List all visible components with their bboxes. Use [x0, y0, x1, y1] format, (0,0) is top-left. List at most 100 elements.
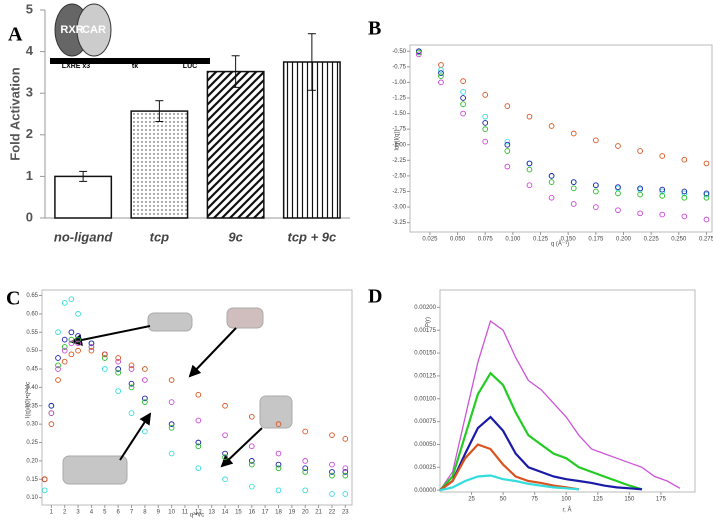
data-point [115, 366, 122, 372]
y-tick-label: 2 [26, 126, 33, 141]
data-point [222, 450, 228, 457]
y-axis-label: log(I(q)) [395, 129, 401, 150]
y-tick-label: 0.00125 [414, 373, 436, 379]
y-tick-label: -2.50 [392, 173, 406, 179]
x-tick-label: 22 [329, 510, 336, 516]
data-point [222, 402, 228, 409]
data-point [438, 70, 444, 76]
data-point [438, 62, 444, 68]
y-tick-label: 5 [26, 1, 33, 16]
data-point [128, 380, 135, 387]
data-point [222, 432, 228, 439]
data-point [703, 194, 710, 201]
y-tick-label: 0.45 [26, 367, 38, 373]
arrow [70, 325, 151, 346]
line-series [439, 415, 643, 492]
data-point [302, 465, 309, 472]
x-tick-label: 0.050 [450, 237, 466, 243]
data-point [329, 432, 335, 439]
x-axis-label: q²•Vc [190, 513, 204, 519]
data-point [460, 110, 466, 117]
plot-frame [439, 289, 696, 493]
x-tick-label: 16 [248, 510, 255, 516]
data-point [615, 207, 621, 214]
x-tick-label: 0.025 [422, 237, 438, 243]
data-point [115, 358, 122, 365]
data-point [168, 421, 175, 427]
structure-image [259, 395, 293, 429]
inset-shape [50, 58, 210, 64]
data-point [570, 185, 577, 192]
data-point [61, 336, 68, 343]
data-point [101, 366, 108, 372]
data-point [195, 443, 202, 450]
data-point [329, 491, 335, 497]
data-point [570, 130, 577, 137]
data-point [482, 126, 489, 132]
data-point [681, 194, 688, 201]
error-bar [155, 100, 164, 122]
data-point [61, 347, 68, 354]
data-point [637, 191, 643, 198]
data-point [637, 210, 643, 217]
x-tick-label: 13 [208, 510, 215, 516]
data-point [438, 79, 444, 86]
y-tick-label: 0.10 [26, 495, 38, 501]
y-tick-label: 0.00100 [414, 396, 436, 402]
data-point [302, 428, 309, 435]
x-tick-label: 0.275 [699, 237, 713, 243]
data-point [88, 344, 95, 350]
y-tick-label: -1.00 [392, 80, 406, 86]
data-point [342, 469, 349, 475]
data-point [75, 336, 81, 343]
y-tick-label: 0.60 [26, 311, 38, 317]
bar [130, 110, 189, 219]
data-point [88, 340, 95, 347]
data-point [275, 461, 282, 468]
x-axis-label: r, Å [562, 507, 571, 514]
y-tick-label: 0.00075 [414, 419, 436, 425]
x-tick-label: 0.150 [561, 237, 577, 243]
panel-letter: A [8, 24, 23, 46]
data-point [75, 333, 81, 339]
data-point [482, 138, 489, 145]
x-tick-label: 25 [468, 497, 475, 503]
data-point [275, 450, 282, 457]
y-tick-label: 0.65 [26, 293, 38, 299]
data-point [61, 300, 68, 306]
data-point [248, 458, 255, 464]
data-point [592, 137, 599, 144]
x-tick-label: tcp + 9c [287, 229, 337, 244]
line-series [439, 371, 643, 491]
data-point [48, 402, 55, 409]
data-point [659, 211, 666, 218]
x-tick-label: 9c [228, 229, 243, 244]
data-point [302, 458, 309, 464]
y-tick-label: -0.75 [392, 64, 406, 70]
data-point [615, 190, 621, 197]
x-tick-label: 125 [593, 497, 604, 503]
y-axis-label: I(q)/I(0)•q²•Vc [26, 382, 32, 418]
data-point [615, 143, 621, 149]
data-point [275, 487, 282, 494]
y-axis-label: P(r) [426, 317, 432, 327]
data-point [548, 173, 555, 179]
data-point [438, 67, 444, 73]
data-point [61, 358, 68, 365]
data-point [115, 369, 122, 376]
data-point [88, 347, 95, 354]
x-tick-label: 75 [531, 497, 538, 503]
y-tick-label: 0.40 [26, 385, 38, 391]
arrow [220, 427, 263, 468]
x-tick-label: 18 [275, 510, 282, 516]
x-tick-label: 20 [302, 510, 309, 516]
data-point [460, 78, 466, 85]
line-series [439, 474, 579, 492]
x-axis-label: q (Å⁻¹) [551, 241, 569, 248]
bar [206, 70, 265, 219]
error-bar [307, 33, 316, 91]
x-tick-label: 6 [116, 510, 120, 516]
x-tick-label: no-ligand [54, 229, 114, 244]
y-tick-label: 4 [26, 43, 34, 58]
y-tick-label: 1 [26, 168, 33, 183]
